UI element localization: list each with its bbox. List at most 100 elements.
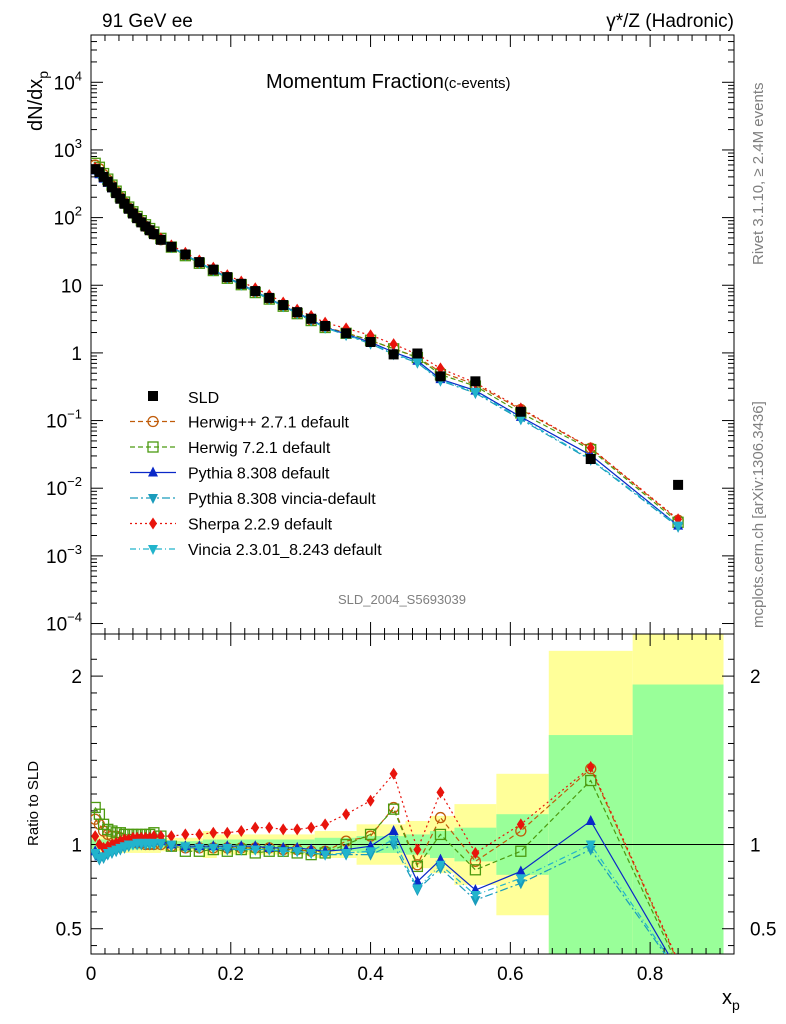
- data-point: [222, 272, 233, 283]
- mc-point-ratio: [194, 843, 205, 854]
- y-tick-label: 10−3: [46, 542, 82, 568]
- chart-title: Momentum Fraction(c-events): [266, 71, 511, 93]
- mc-point-ratio: [673, 961, 683, 971]
- mc-point-main: [673, 521, 684, 532]
- legend-label: Herwig 7.2.1 default: [188, 440, 331, 457]
- legend: SLD Herwig++ 2.7.1 default Herwig 7.2.1 de…: [130, 390, 382, 559]
- y-tick-label: 104: [54, 68, 82, 94]
- legend-label: Vincia 2.3.01_8.243 default: [188, 542, 382, 559]
- chart-title-suffix: (c-events): [444, 75, 511, 92]
- mc-point-ratio: [342, 808, 351, 821]
- mc-point-ratio: [387, 803, 400, 815]
- ratio-tick-label: 0.5: [56, 920, 82, 941]
- mc-point-ratio: [222, 843, 233, 854]
- mc-point-ratio: [674, 955, 682, 967]
- data-point: [435, 371, 446, 382]
- mc-point-ratio: [434, 828, 447, 841]
- mc-point-main: [515, 414, 526, 425]
- uncertainty-bands: [91, 634, 734, 954]
- mc-point-ratio: [585, 774, 597, 787]
- mc-point-ratio: [223, 826, 232, 839]
- mc-point-ratio: [102, 823, 114, 836]
- mc-point-ratio: [236, 845, 247, 856]
- legend-marker: [149, 517, 157, 530]
- main-y-axis-label: dN/dxp: [25, 71, 51, 131]
- legend-label: Herwig++ 2.7.1 default: [188, 415, 350, 432]
- analysis-watermark: SLD_2004_S5693039: [338, 592, 466, 607]
- mc-point-ratio: [412, 884, 423, 895]
- ratio-tick-label-right: 0.5: [750, 920, 776, 941]
- x-tick-label: 0.4: [357, 964, 384, 985]
- y-tick-label: 102: [54, 204, 82, 230]
- header-left-label: 91 GeV ee: [102, 11, 193, 32]
- mc-point-ratio: [293, 823, 302, 836]
- x-tick-label: 0.6: [497, 964, 523, 985]
- legend-marker: [148, 545, 158, 555]
- data-point: [194, 257, 205, 268]
- legend-label: Pythia 8.308 vincia-default: [188, 491, 376, 508]
- legend-marker: [148, 391, 158, 401]
- data-point: [250, 286, 261, 297]
- data-point: [236, 278, 247, 289]
- mc-point-ratio: [471, 846, 480, 859]
- data-point: [320, 320, 331, 331]
- ratio-series: [91, 761, 683, 979]
- data-point: [515, 406, 526, 417]
- mc-point-ratio: [364, 828, 377, 841]
- mc-point-ratio: [251, 821, 260, 834]
- mc-point-ratio: [388, 840, 399, 851]
- mc-point-ratio: [434, 811, 447, 824]
- y-tick-label: 10−1: [46, 407, 82, 433]
- data-point: [341, 328, 352, 339]
- data-point: [111, 188, 122, 199]
- legend-marker: [147, 441, 159, 453]
- y-tick-label: 10: [61, 276, 82, 297]
- data-point: [264, 292, 275, 303]
- data-point: [102, 176, 113, 187]
- mc-point-ratio: [413, 843, 422, 856]
- data-point: [155, 234, 166, 245]
- mc-point-ratio: [673, 965, 683, 975]
- legend-marker: [148, 466, 158, 477]
- mc-point-ratio: [167, 830, 176, 843]
- mc-point-ratio: [91, 830, 100, 843]
- y-tick-label: 10−4: [46, 610, 82, 636]
- axis-ticks: 0 0.2 0.4 0.6 0.810−410−310−210−111010210310…: [46, 34, 776, 985]
- mc-point-ratio: [306, 848, 317, 859]
- mc-point-ratio: [586, 761, 595, 774]
- legend-label: Sherpa 2.2.9 default: [188, 517, 333, 534]
- mc-point-ratio: [148, 838, 159, 849]
- data-point: [306, 313, 317, 324]
- mc-point-ratio: [181, 828, 190, 841]
- data-point: [412, 348, 423, 359]
- mc-point-ratio: [515, 874, 526, 885]
- mc-line-main: [94, 167, 679, 520]
- mc-point-ratio: [106, 825, 118, 837]
- mc-point-ratio: [411, 860, 424, 873]
- mc-point-ratio: [515, 879, 526, 890]
- mc-point-ratio: [366, 794, 375, 807]
- data-point: [166, 241, 177, 252]
- ratio-y-axis-label: Ratio to SLD: [25, 761, 42, 846]
- mc-point-ratio: [435, 860, 446, 871]
- data-point: [470, 376, 481, 387]
- x-tick-label: 0.8: [637, 964, 663, 985]
- mc-point-ratio: [180, 842, 191, 853]
- mc-point-ratio: [91, 801, 101, 814]
- mc-point-ratio: [470, 896, 481, 907]
- mc-point-ratio: [515, 845, 527, 857]
- mc-line-main: [94, 170, 679, 527]
- legend-marker: [148, 494, 158, 504]
- main-y-axis-label-sub: p: [35, 71, 51, 79]
- x-tick-label: 0: [86, 964, 97, 985]
- mc-point-main: [586, 441, 595, 454]
- x-axis-label-sub: p: [732, 997, 740, 1013]
- mc-point-ratio: [265, 821, 274, 834]
- legend-label: Pythia 8.308 default: [188, 466, 330, 483]
- mc-line-main: [94, 164, 679, 521]
- mc-point-ratio: [673, 969, 683, 979]
- mc-point-ratio: [673, 967, 683, 977]
- legend-label: SLD: [188, 390, 219, 407]
- mc-point-ratio: [320, 850, 331, 861]
